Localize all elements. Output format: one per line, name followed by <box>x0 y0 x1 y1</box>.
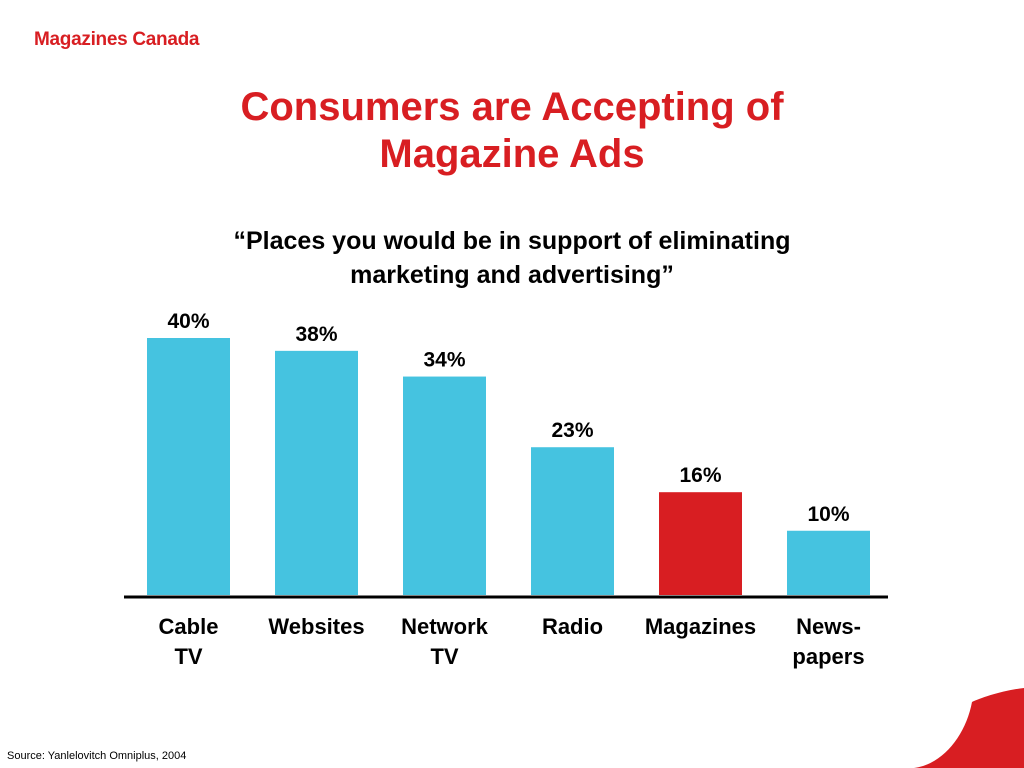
page-title-line-2: Magazine Ads <box>379 132 645 176</box>
survey-question: “Places you would be in support of elimi… <box>112 224 912 292</box>
brand-logo: Magazines Canada <box>34 29 200 50</box>
category-label-1: Websites <box>268 614 364 639</box>
bar-4 <box>659 492 742 595</box>
category-label-0: Cable TV <box>159 614 219 669</box>
survey-question-line-1: “Places you would be in support of elimi… <box>233 227 791 255</box>
bar-value-label-3: 23% <box>551 419 593 442</box>
bar-1 <box>275 350 358 595</box>
page-title-line-1: Consumers are Accepting of <box>240 85 784 129</box>
bar-value-label-1: 38% <box>295 323 337 346</box>
category-label-2: Network TV <box>401 614 489 669</box>
bar-5 <box>787 530 870 595</box>
bar-value-label-5: 10% <box>807 503 849 526</box>
category-label-3: Radio <box>542 614 603 639</box>
page-title: Consumers are Accepting of Magazine Ads <box>112 84 912 178</box>
bar-value-label-0: 40% <box>167 310 209 333</box>
corner-swoosh-decoration <box>914 688 1024 768</box>
bar-2 <box>403 376 486 595</box>
bar-value-label-2: 34% <box>423 349 465 372</box>
category-label-4: Magazines <box>645 614 756 639</box>
bar-3 <box>531 447 614 595</box>
category-label-5: News-papers <box>792 614 864 669</box>
bar-0 <box>147 338 230 595</box>
survey-question-line-2: marketing and advertising” <box>350 261 674 289</box>
source-note: Source: Yanlelovitch Omniplus, 2004 <box>7 750 187 762</box>
bar-value-label-4: 16% <box>679 464 721 487</box>
